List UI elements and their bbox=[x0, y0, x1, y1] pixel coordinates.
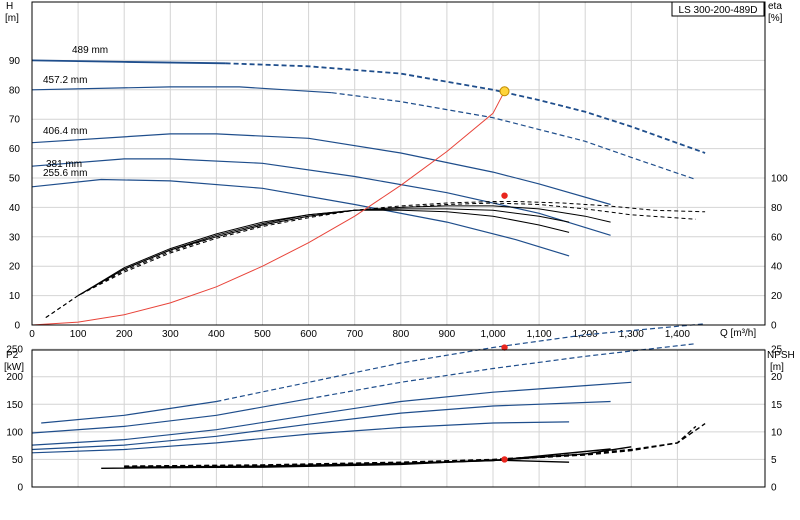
head-curve bbox=[31, 86, 332, 94]
npsh-y-tick-label: 10 bbox=[771, 427, 783, 438]
eta-y-tick-label: 80 bbox=[771, 203, 783, 214]
p2-y-tick-label: 0 bbox=[17, 483, 23, 494]
x-tick-label: 500 bbox=[254, 329, 271, 340]
p2-point-marker bbox=[501, 344, 508, 351]
x-tick-label: 900 bbox=[439, 329, 456, 340]
p2-y-tick-label: 250 bbox=[6, 345, 23, 356]
model-label-box bbox=[671, 1, 765, 17]
head-chart-grid bbox=[31, 2, 765, 326]
npsh-axis-unit: [m] bbox=[770, 362, 784, 373]
flow-axis-label: Q [m³/h] bbox=[720, 328, 756, 339]
model-label: LS 300-200-489D bbox=[679, 5, 758, 16]
eta-y-tick-label: 40 bbox=[771, 262, 783, 273]
impeller-diameter-label: 255.6 mm bbox=[43, 168, 87, 179]
x-tick-label: 800 bbox=[392, 329, 409, 340]
p2-curve bbox=[31, 400, 611, 451]
x-tick-label: 1,200 bbox=[573, 329, 598, 340]
impeller-diameter-label: 457.2 mm bbox=[43, 75, 87, 86]
x-tick-label: 100 bbox=[70, 329, 87, 340]
npsh-y-tick-label: 0 bbox=[771, 483, 777, 494]
p2-y-tick-label: 150 bbox=[6, 400, 23, 411]
x-tick-label: 200 bbox=[116, 329, 133, 340]
p2-y-tick-label: 100 bbox=[6, 427, 23, 438]
chart-marks: 0 100 200 300 400 500 600 700 800 900 1,000 1,100 1,… bbox=[6, 45, 788, 494]
head-curve bbox=[31, 178, 570, 257]
impeller-diameter-label: 406.4 mm bbox=[43, 126, 87, 137]
head-curve bbox=[31, 59, 226, 65]
head-chart-frame bbox=[31, 1, 766, 326]
head-curve-extension bbox=[331, 92, 696, 181]
head-y-tick-label: 0 bbox=[14, 321, 20, 332]
efficiency-curve bbox=[45, 201, 706, 319]
head-axis-label: H bbox=[6, 1, 13, 12]
p2-curve-extension bbox=[216, 323, 706, 403]
p2-axis-label: P2 bbox=[6, 350, 19, 361]
x-tick-label: 300 bbox=[162, 329, 179, 340]
duty-point-marker bbox=[499, 86, 510, 97]
x-tick-label: 600 bbox=[300, 329, 317, 340]
x-tick-label: 1,400 bbox=[665, 329, 690, 340]
efficiency-point-marker bbox=[501, 192, 508, 199]
head-curve bbox=[31, 133, 611, 206]
head-y-tick-label: 40 bbox=[9, 203, 21, 214]
x-tick-label: 1,300 bbox=[619, 329, 644, 340]
head-y-tick-label: 70 bbox=[9, 115, 21, 126]
npsh-point-marker bbox=[501, 456, 508, 463]
eta-y-tick-label: 100 bbox=[771, 174, 788, 185]
head-y-tick-label: 60 bbox=[9, 144, 21, 155]
npsh-y-tick-label: 25 bbox=[771, 345, 783, 356]
power-chart-frame bbox=[31, 349, 766, 488]
efficiency-curve bbox=[77, 208, 570, 297]
x-tick-label: 400 bbox=[208, 329, 225, 340]
p2-y-tick-label: 50 bbox=[12, 455, 24, 466]
p2-axis-unit: [kW] bbox=[4, 362, 24, 373]
head-y-tick-label: 20 bbox=[9, 262, 21, 273]
p2-curve bbox=[31, 421, 570, 454]
head-y-tick-label: 10 bbox=[9, 291, 21, 302]
p2-curve bbox=[41, 400, 217, 424]
x-tick-label: 1,100 bbox=[527, 329, 552, 340]
npsh-curve bbox=[124, 459, 570, 469]
eta-axis-label: eta bbox=[768, 1, 782, 12]
eta-y-tick-label: 60 bbox=[771, 232, 783, 243]
npsh-y-tick-label: 20 bbox=[771, 372, 783, 383]
x-tick-label: 0 bbox=[29, 329, 35, 340]
npsh-axis-label: NPSH bbox=[767, 350, 795, 361]
eta-y-tick-label: 0 bbox=[771, 321, 777, 332]
npsh-y-tick-label: 15 bbox=[771, 400, 783, 411]
efficiency-curve bbox=[77, 209, 570, 297]
system-curve bbox=[31, 91, 505, 326]
p2-curve bbox=[31, 398, 309, 434]
head-curve-extension bbox=[225, 62, 706, 154]
p2-curve-extension bbox=[308, 343, 696, 400]
x-tick-label: 700 bbox=[346, 329, 363, 340]
head-y-tick-label: 30 bbox=[9, 232, 21, 243]
p2-curve bbox=[31, 381, 632, 446]
head-axis-unit: [m] bbox=[5, 13, 19, 24]
efficiency-curve bbox=[77, 205, 611, 297]
head-y-tick-label: 90 bbox=[9, 56, 21, 67]
x-tick-label: 1,000 bbox=[480, 329, 505, 340]
head-y-tick-label: 50 bbox=[9, 174, 21, 185]
npsh-curve bbox=[124, 425, 697, 468]
p2-y-tick-label: 200 bbox=[6, 372, 23, 383]
impeller-diameter-label: 381 mm bbox=[46, 159, 82, 170]
eta-axis-unit: [%] bbox=[768, 13, 783, 24]
impeller-diameter-label: 489 mm bbox=[72, 45, 108, 56]
eta-y-tick-label: 20 bbox=[771, 291, 783, 302]
npsh-y-tick-label: 5 bbox=[771, 455, 777, 466]
head-y-tick-label: 80 bbox=[9, 85, 21, 96]
head-curve bbox=[31, 158, 611, 236]
